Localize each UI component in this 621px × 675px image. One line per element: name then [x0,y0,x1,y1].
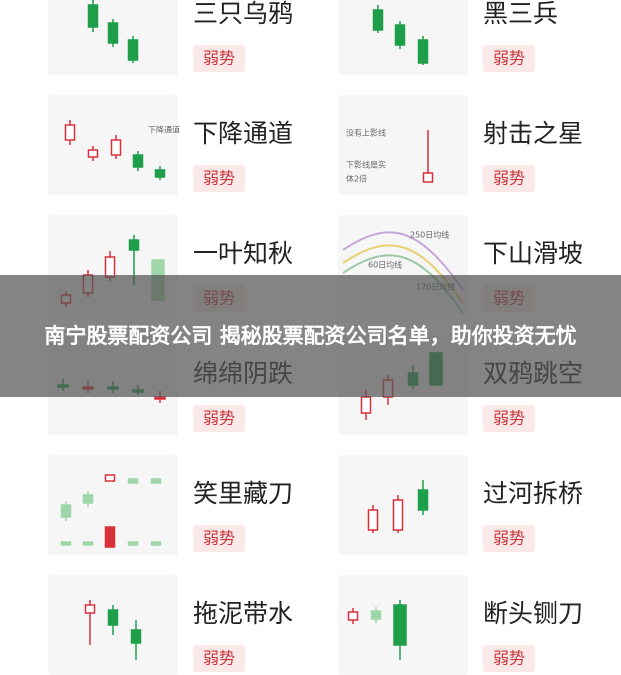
tag-bg [483,165,535,192]
candle-body [60,504,72,518]
icon-note: 下降通道 [148,125,180,135]
tag-bg [193,645,245,672]
candle-body [154,169,166,178]
pattern-tag: 弱势 [493,49,525,68]
candle-body [127,541,139,546]
pattern-tag: 弱势 [203,409,235,428]
overlay-banner: 南宁股票配资公司 揭秘股票配资公司名单，助你投资无忧 [0,275,621,397]
candle-body [150,478,162,484]
candle-body [82,494,94,504]
candle-body [360,396,372,414]
icon-note: 250日均线 [410,230,449,240]
tag-bg [193,525,245,552]
candle-body [87,4,99,28]
pattern-name: 拖泥带水 [193,599,293,628]
pattern-tag: 弱势 [203,529,235,548]
pattern-name: 断头铡刀 [483,599,583,628]
candle-body [392,499,404,531]
candle-body [417,39,429,64]
candle-body [82,541,94,546]
card-icon-bg [48,455,178,555]
candle-body [393,604,407,646]
moving-average [342,231,464,291]
candle-body [372,9,384,31]
pattern-name: 过河拆桥 [483,479,583,508]
tag-bg [193,405,245,432]
candle-body [127,39,139,61]
candle-body [84,604,96,614]
candle-body [417,489,429,511]
tag-bg [483,405,535,432]
candle-body [110,139,122,156]
candle-body [104,474,116,482]
pattern-tag: 弱势 [493,409,525,428]
candle-body [422,172,434,183]
candle-body [132,154,144,168]
candle-body [128,239,140,251]
pattern-tag: 弱势 [493,649,525,668]
candle-body [130,629,142,644]
candle-body [104,526,116,548]
tag-bg [483,45,535,72]
icon-note: 60日均线 [368,260,402,270]
pattern-tag: 弱势 [203,649,235,668]
candle-body [127,478,139,484]
candle-body [367,509,379,531]
tag-bg [483,645,535,672]
candle-body [87,149,99,158]
card-icon-bg [338,95,468,195]
candle-body [64,124,76,141]
pattern-name: 一叶知秋 [193,239,293,268]
overlay-title: 南宁股票配资公司 揭秘股票配资公司名单，助你投资无忧 [44,324,577,348]
pattern-name: 三只乌鸦 [193,0,293,28]
icon-note: 体2倍 [346,174,367,184]
tag-bg [193,45,245,72]
candle-body [394,24,406,46]
candle-body [150,541,162,546]
candle-body [107,22,119,44]
candle-body [104,256,116,278]
pattern-name: 下降通道 [193,119,293,148]
pattern-name: 射击之星 [483,119,583,148]
candle-body [60,541,72,546]
pattern-tag: 弱势 [203,169,235,188]
icon-note: 下影线是实 [346,160,386,170]
candle-body [154,396,166,400]
candle-body [347,611,359,621]
pattern-tag: 弱势 [493,169,525,188]
tag-bg [483,525,535,552]
pattern-name: 黑三兵 [483,0,558,28]
pattern-tag: 弱势 [493,529,525,548]
pattern-tag: 弱势 [203,49,235,68]
candle-body [370,610,382,620]
pattern-name: 笑里藏刀 [193,479,293,508]
icon-note: 没有上影线 [346,128,386,138]
pattern-name: 下山滑坡 [483,239,583,268]
candle-body [107,609,119,626]
tag-bg [193,165,245,192]
